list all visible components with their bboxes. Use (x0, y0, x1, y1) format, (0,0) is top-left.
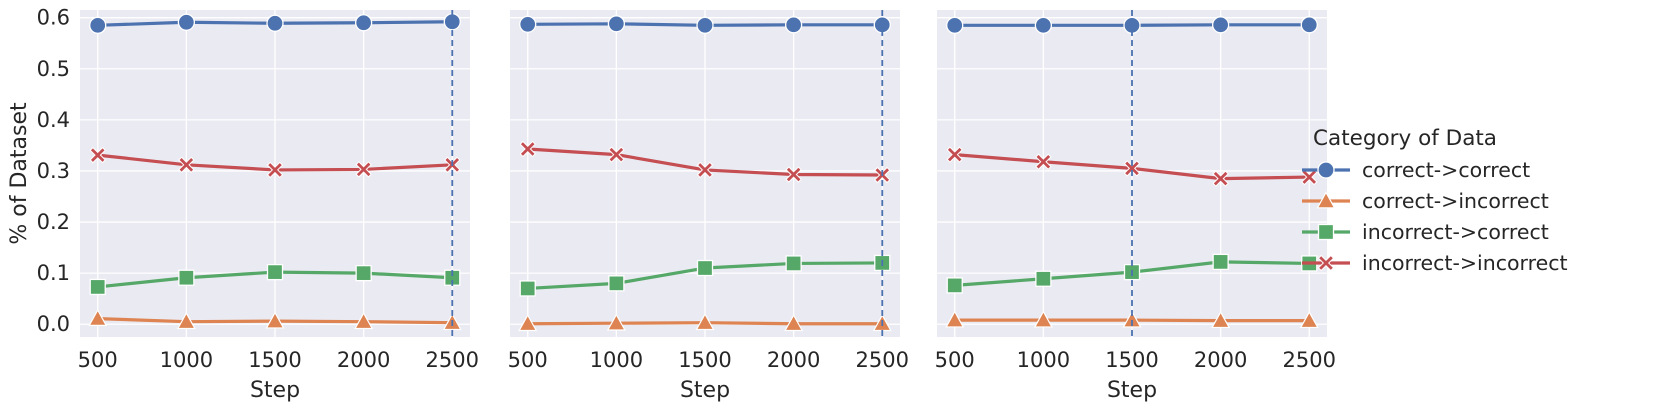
data-point (1035, 270, 1052, 287)
x-tick-label: 1000 (590, 348, 643, 372)
legend-marker (1317, 254, 1335, 272)
data-point (1033, 310, 1053, 328)
data-point (946, 146, 963, 163)
y-tick-label: 0.6 (37, 6, 70, 30)
x-tick-label: 2500 (426, 348, 479, 372)
y-tick-label: 0.1 (37, 261, 70, 285)
panel-2: 500 1000 1500 2000 2500 Step (508, 10, 909, 403)
data-point (785, 255, 802, 272)
legend-marker (1316, 191, 1336, 209)
data-point (266, 263, 284, 281)
x-tick-label: 2000 (1194, 348, 1247, 372)
y-axis-label: % of Dataset (7, 102, 32, 245)
x-tick-label: 500 (935, 348, 975, 372)
data-point (355, 161, 372, 178)
data-point (785, 166, 802, 183)
legend-item: incorrect->correct (1302, 220, 1549, 244)
data-point (608, 275, 625, 292)
data-point (1211, 16, 1230, 34)
y-tick-label: 0.3 (37, 159, 70, 183)
legend-marker (1317, 223, 1335, 241)
legend-item: correct->incorrect (1302, 189, 1549, 213)
x-tick-label: 1500 (678, 348, 731, 372)
x-axis-label: Step (1107, 378, 1157, 403)
x-tick-label: 1000 (160, 348, 213, 372)
data-point (178, 156, 195, 174)
data-point (784, 313, 804, 332)
panel-3: 500 1000 1500 2000 2500 Step (935, 10, 1336, 403)
y-tick-label: 0.4 (37, 108, 70, 132)
x-tick-label: 2500 (856, 348, 909, 372)
data-point (265, 311, 285, 329)
data-point (266, 14, 284, 32)
legend: Category of Data correct->correctcorrect… (1302, 126, 1568, 275)
x-tick-label: 2000 (767, 348, 820, 372)
data-point (1034, 16, 1053, 34)
x-tick-label: 1500 (248, 348, 301, 372)
data-point (89, 16, 107, 34)
data-point (945, 310, 965, 328)
data-point (178, 269, 195, 286)
data-point (696, 259, 714, 277)
x-tick-label: 500 (78, 348, 118, 372)
x-axis-label: Step (250, 378, 300, 403)
y-tick-label: 0.0 (37, 312, 70, 336)
data-point (266, 161, 284, 179)
data-point (176, 311, 196, 330)
data-point (88, 308, 108, 327)
data-point (354, 311, 374, 330)
legend-items: correct->correct correct->incorrect incorr… (1302, 158, 1568, 275)
data-point (607, 15, 626, 33)
data-point (784, 16, 803, 34)
data-point (177, 13, 196, 31)
data-point (355, 264, 372, 282)
panels: 500 1000 1500 2000 2500 0.0 0.1 0.2 0.3 0.4 0.5 0.6… (7, 6, 1336, 403)
x-axis-label: Step (680, 378, 730, 403)
data-point (1211, 310, 1231, 329)
data-point (1299, 310, 1319, 329)
x-tick-label: 1500 (1105, 348, 1158, 372)
data-point (1035, 153, 1052, 170)
data-point (89, 146, 106, 164)
data-point (519, 280, 536, 297)
x-tick-label: 2000 (337, 348, 390, 372)
x-tick-label: 500 (508, 348, 548, 372)
data-point (695, 312, 715, 331)
data-point (1301, 168, 1318, 186)
legend-label: incorrect->incorrect (1362, 251, 1568, 275)
y-tick-label: 0.2 (37, 210, 70, 234)
x-tick-label: 2500 (1283, 348, 1336, 372)
legend-label: correct->correct (1362, 158, 1530, 182)
data-point (1212, 170, 1229, 187)
legend-marker (1317, 161, 1335, 179)
data-point (1300, 16, 1318, 34)
data-point (89, 278, 106, 296)
legend-title: Category of Data (1313, 126, 1497, 151)
legend-item: incorrect->incorrect (1302, 251, 1568, 275)
x-tick-label: 1000 (1017, 348, 1070, 372)
data-point (946, 16, 964, 34)
y-tick-label: 0.5 (37, 57, 70, 81)
legend-label: correct->incorrect (1362, 189, 1549, 213)
data-point (946, 277, 963, 294)
data-point (519, 15, 537, 33)
data-point (519, 140, 536, 158)
data-point (696, 161, 714, 179)
legend-label: incorrect->correct (1362, 220, 1549, 244)
data-point (1122, 310, 1142, 328)
data-point (608, 146, 625, 163)
panel-1: 500 1000 1500 2000 2500 0.0 0.1 0.2 0.3 0.4 0.5 0.6… (7, 6, 479, 403)
legend-item: correct->correct (1302, 158, 1530, 182)
data-point (696, 16, 714, 34)
data-point (1212, 253, 1229, 271)
data-point (354, 14, 373, 32)
data-point (606, 313, 626, 331)
data-point (518, 313, 538, 332)
